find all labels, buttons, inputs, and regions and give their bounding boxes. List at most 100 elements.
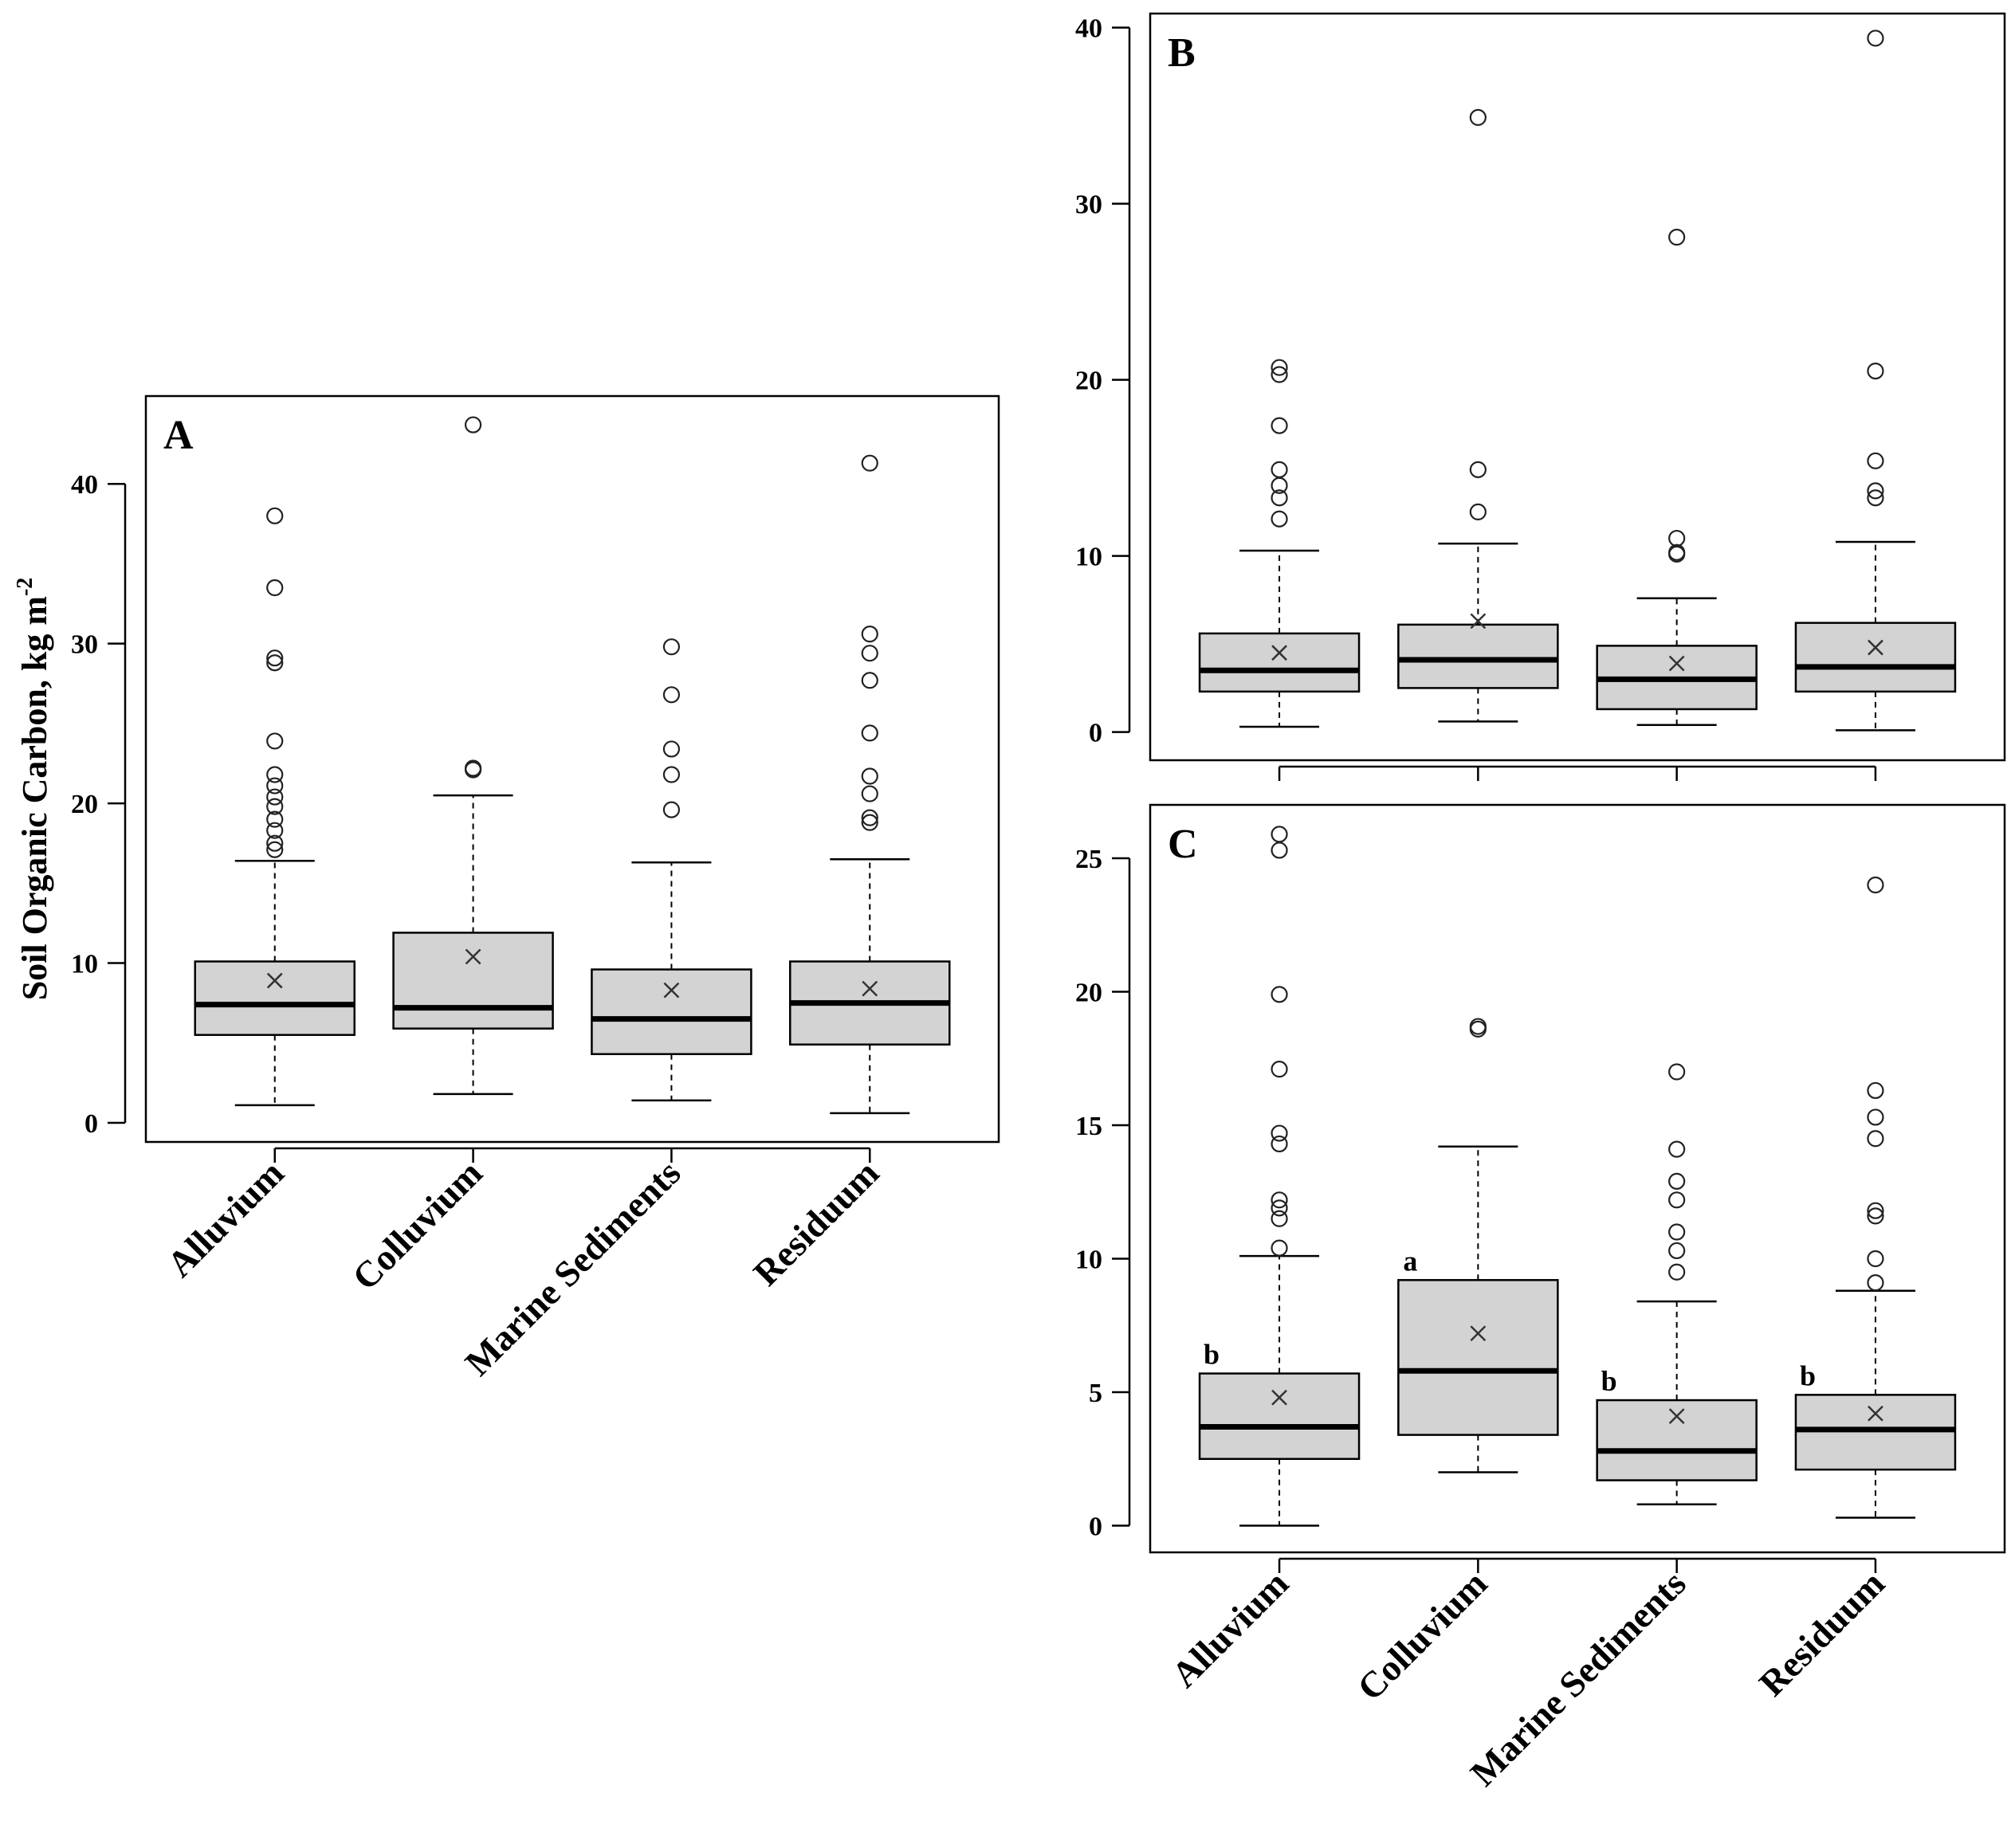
y-tick-label: 40 bbox=[71, 470, 98, 500]
outlier-point bbox=[662, 766, 681, 783]
outlier-point bbox=[1867, 876, 1884, 894]
outlier-point bbox=[861, 672, 878, 689]
y-axis-label-text: Soil Organic Carbon, kg m bbox=[15, 596, 54, 1000]
outlier-point bbox=[1271, 826, 1288, 843]
outlier-point bbox=[861, 454, 878, 472]
mean-marker bbox=[862, 980, 878, 997]
mean-marker bbox=[663, 982, 680, 999]
y-tick-label: 10 bbox=[71, 950, 98, 979]
y-tick-label: 10 bbox=[1075, 1246, 1102, 1275]
mean-marker-stroke bbox=[1668, 655, 1685, 672]
mean-marker bbox=[1271, 645, 1287, 661]
outlier-point bbox=[266, 798, 284, 815]
outlier-point bbox=[266, 654, 284, 672]
outlier-point bbox=[464, 416, 482, 434]
outlier-point bbox=[1271, 1061, 1288, 1078]
outlier-point bbox=[1668, 1191, 1686, 1209]
significance-letter: b bbox=[1601, 1365, 1617, 1397]
outlier-point bbox=[1469, 1018, 1487, 1035]
mean-marker-stroke bbox=[465, 948, 481, 965]
panel-letter: C bbox=[1168, 822, 1198, 867]
iqr-box bbox=[1397, 623, 1559, 689]
x-category-label: Residuum bbox=[1751, 1563, 1892, 1704]
iqr-box bbox=[392, 932, 554, 1030]
outlier-point bbox=[1867, 1130, 1884, 1148]
y-tick-label: 10 bbox=[1075, 543, 1102, 572]
outlier-point bbox=[1867, 1202, 1884, 1219]
mean-marker-stroke bbox=[1470, 1325, 1487, 1342]
outlier-point bbox=[1469, 108, 1487, 126]
outlier-point bbox=[266, 732, 284, 750]
y-tick-label: 0 bbox=[1089, 1513, 1102, 1542]
y-tick-label: 40 bbox=[1075, 14, 1102, 44]
outlier-point bbox=[1668, 543, 1686, 561]
outlier-point bbox=[1271, 489, 1288, 507]
outlier-point bbox=[1867, 489, 1884, 507]
mean-marker bbox=[1668, 655, 1685, 672]
outlier-point bbox=[1867, 1108, 1884, 1126]
outlier-point bbox=[266, 810, 284, 828]
iqr-box bbox=[1596, 1399, 1758, 1481]
mean-marker-stroke bbox=[862, 980, 878, 997]
mean-marker bbox=[1868, 1405, 1883, 1422]
iqr-box bbox=[1397, 1279, 1559, 1436]
y-tick-label: 20 bbox=[1075, 979, 1102, 1008]
mean-marker-stroke bbox=[1271, 1389, 1287, 1406]
outlier-point bbox=[861, 626, 878, 643]
outlier-point bbox=[266, 834, 284, 852]
outlier-point bbox=[1271, 986, 1288, 1003]
outlier-point bbox=[266, 649, 284, 667]
outlier-point bbox=[1271, 1124, 1288, 1142]
y-tick-label: 0 bbox=[1089, 719, 1102, 748]
outlier-point bbox=[1271, 1199, 1288, 1217]
outlier-point bbox=[1271, 1239, 1288, 1257]
y-tick-label: 30 bbox=[71, 630, 98, 660]
mean-marker-stroke bbox=[1271, 645, 1287, 661]
x-category-label: Marine Sediments bbox=[458, 1152, 689, 1383]
outlier-point bbox=[1271, 461, 1288, 478]
outlier-point bbox=[1271, 510, 1288, 528]
outlier-point bbox=[861, 785, 878, 802]
mean-marker bbox=[266, 972, 283, 989]
outlier-point bbox=[1867, 452, 1884, 469]
outlier-point bbox=[1867, 1250, 1884, 1268]
outlier-point bbox=[861, 814, 878, 831]
panel-b-chart: 0 10 20 30 40 B bbox=[1075, 12, 2006, 781]
x-category-label: Alluvium bbox=[1164, 1563, 1296, 1695]
outlier-point bbox=[1668, 1063, 1686, 1081]
mean-marker-stroke bbox=[1668, 1408, 1685, 1425]
outlier-point bbox=[662, 638, 681, 656]
plot-frame bbox=[1149, 12, 2006, 762]
plot-frame bbox=[1149, 803, 2006, 1554]
outlier-point bbox=[1271, 842, 1288, 859]
y-tick-label: 5 bbox=[1089, 1379, 1102, 1408]
outlier-point bbox=[1867, 1274, 1884, 1292]
significance-letter: b bbox=[1800, 1360, 1816, 1391]
significance-letter: b bbox=[1204, 1339, 1220, 1371]
outlier-point bbox=[662, 801, 681, 818]
mean-marker-stroke bbox=[1470, 613, 1487, 630]
outlier-point bbox=[1867, 29, 1884, 47]
outlier-point bbox=[662, 740, 681, 758]
outlier-point bbox=[861, 724, 878, 742]
y-tick-label: 20 bbox=[1075, 367, 1102, 396]
panel-c-chart: 0 5 10 15 20 25 b Alluvium a Colluvium b Marine Sed… bbox=[1075, 803, 2006, 1794]
outlier-point bbox=[1867, 482, 1884, 500]
panel-letter: B bbox=[1168, 30, 1196, 76]
y-tick-label: 20 bbox=[71, 790, 98, 819]
y-axis-label-superscript: -2 bbox=[13, 578, 37, 596]
iqr-box bbox=[591, 968, 752, 1056]
mean-marker bbox=[1470, 1325, 1487, 1342]
x-category-label: Alluvium bbox=[159, 1152, 292, 1285]
iqr-box bbox=[194, 960, 355, 1036]
outlier-point bbox=[861, 809, 878, 826]
outlier-point bbox=[1668, 229, 1686, 246]
mean-marker-stroke bbox=[266, 972, 283, 989]
outlier-point bbox=[1271, 417, 1288, 434]
outlier-point bbox=[1271, 366, 1288, 383]
outlier-point bbox=[266, 841, 284, 858]
outlier-point bbox=[1271, 1135, 1288, 1153]
plot-frame bbox=[144, 394, 1000, 1144]
outlier-point bbox=[1668, 1263, 1686, 1281]
